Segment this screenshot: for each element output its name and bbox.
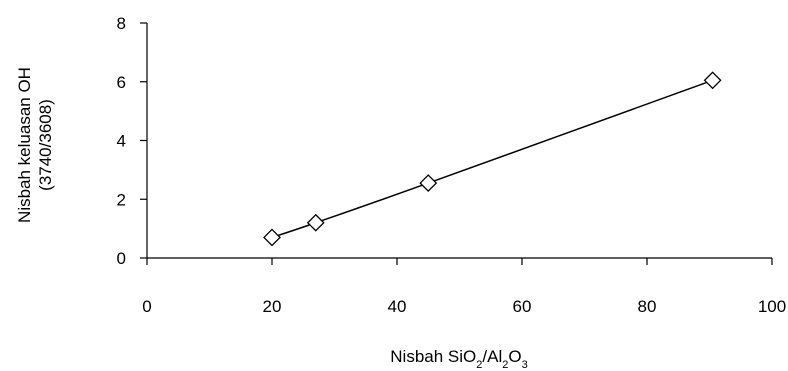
data-point-marker bbox=[419, 174, 438, 193]
x-tick-label: 0 bbox=[142, 297, 151, 316]
y-tick-label: 2 bbox=[117, 190, 126, 209]
x-ticks: 0 20 40 60 80 100 bbox=[142, 258, 786, 316]
x-tick-label: 80 bbox=[638, 297, 657, 316]
y-tick-label: 8 bbox=[117, 14, 126, 33]
y-axis-title-line: (3740/3608) bbox=[36, 99, 55, 191]
x-tick-label: 100 bbox=[758, 297, 786, 316]
y-ticks: 0 2 4 6 8 bbox=[117, 14, 147, 268]
y-tick-label: 6 bbox=[117, 73, 126, 92]
y-axis-title-line: Nisbah keluasan OH bbox=[15, 67, 34, 223]
series-layer bbox=[263, 71, 722, 247]
y-axis-title: Nisbah keluasan OH (3740/3608) bbox=[15, 67, 55, 223]
series-line bbox=[271, 79, 713, 239]
x-tick-label: 60 bbox=[513, 297, 532, 316]
x-tick-label: 20 bbox=[263, 297, 282, 316]
y-tick-label: 0 bbox=[117, 249, 126, 268]
x-tick-label: 40 bbox=[388, 297, 407, 316]
x-axis-title: Nisbah SiO2/Al2O3 bbox=[390, 347, 527, 371]
data-point-marker bbox=[263, 228, 281, 247]
data-point-marker bbox=[703, 71, 722, 90]
y-tick-label: 4 bbox=[117, 132, 126, 151]
data-point-marker bbox=[306, 213, 325, 232]
